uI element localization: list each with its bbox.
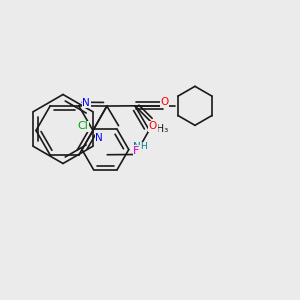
Text: O: O (160, 97, 169, 107)
Text: Cl: Cl (78, 121, 88, 131)
Text: N: N (82, 98, 90, 108)
Text: N: N (133, 142, 141, 152)
Text: F: F (133, 146, 140, 156)
Text: N: N (95, 133, 103, 143)
Text: H: H (140, 142, 147, 152)
Text: CH₃: CH₃ (149, 124, 168, 134)
Text: O: O (149, 121, 157, 131)
